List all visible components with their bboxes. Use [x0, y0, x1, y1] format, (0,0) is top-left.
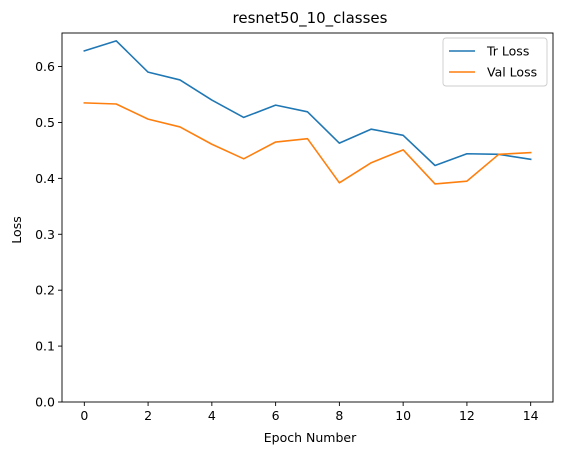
x-tick-label: 10 — [395, 408, 411, 423]
legend-label: Tr Loss — [486, 44, 529, 59]
plot-frame — [61, 32, 554, 403]
legend: Tr Loss Val Loss — [442, 37, 548, 87]
series-line-tr-loss — [83, 40, 532, 167]
y-tick-label: 0.6 — [35, 59, 55, 74]
legend-box — [442, 37, 548, 87]
y-tick-label: 0.5 — [35, 115, 55, 130]
x-axis-label: Epoch Number — [264, 430, 357, 445]
x-tick-label: 2 — [144, 408, 152, 423]
series-layer — [83, 40, 532, 185]
x-tick-label: 12 — [459, 408, 475, 423]
chart-title: resnet50_10_classes — [233, 9, 388, 28]
y-axis-ticks: 0.0 0.1 0.2 0.3 0.4 0.5 0.6 — [35, 59, 62, 410]
x-tick-label: 14 — [523, 408, 539, 423]
x-axis-ticks: 0 2 4 6 8 10 12 14 — [80, 402, 539, 423]
y-tick-label: 0.3 — [35, 227, 55, 242]
y-axis-label: Loss — [9, 216, 24, 243]
legend-label: Val Loss — [487, 65, 537, 80]
y-tick-label: 0.1 — [35, 339, 55, 354]
series-line-val-loss — [83, 102, 532, 185]
y-tick-label: 0.0 — [35, 395, 55, 410]
x-tick-label: 8 — [335, 408, 343, 423]
y-tick-label: 0.2 — [35, 283, 55, 298]
y-tick-label: 0.4 — [35, 171, 55, 186]
x-tick-label: 4 — [208, 408, 216, 423]
x-tick-label: 6 — [272, 408, 280, 423]
x-tick-label: 0 — [80, 408, 88, 423]
